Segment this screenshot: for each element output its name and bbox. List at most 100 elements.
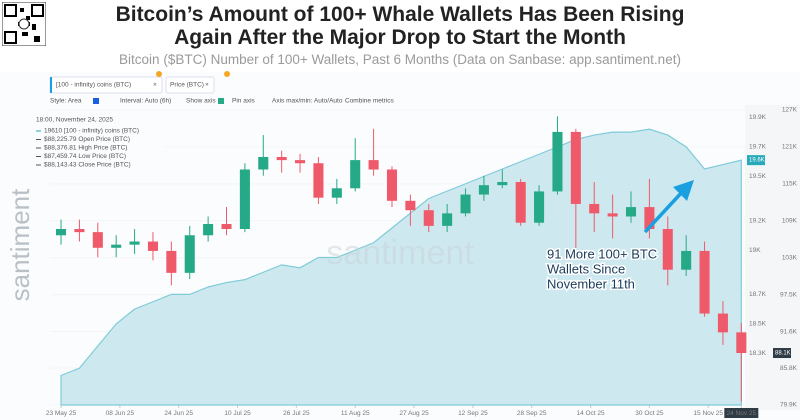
last-value-label: 88.1K [775,351,791,357]
tooltip [30,113,165,177]
candle-body [717,313,728,333]
candle-body [350,160,361,189]
y2-tick-label: 18.3K [749,350,767,357]
y-tick-label: 97.5K [780,291,798,298]
candle-body [129,241,140,245]
candle-body [405,200,416,211]
qr-code [2,2,46,46]
candle-body [368,160,379,170]
candle-body [111,244,122,248]
title-line: Again After the Major Drop to Start the … [174,26,626,49]
candle-body [644,207,655,230]
y2-tick-label: 18.5K [749,321,767,328]
pin-axis[interactable]: Pin axis [232,98,256,105]
x-tick-label: 30 Oct 25 [635,410,664,417]
x-tick-label: 14 Oct 25 [576,410,605,417]
candle-body [534,191,545,223]
x-tick-label: 08 Jun 25 [106,410,135,417]
tooltip-row: 19610 [100 - infinity) coins (BTC) [44,128,139,135]
candle-body [699,250,710,314]
arrow-head [673,180,694,201]
x-tick-label: 24 Nov 25 [727,410,757,417]
annotation: 91 More 100+ BTC [547,246,657,261]
candle-body [313,163,324,198]
y-tick-label: 103K [782,255,798,262]
chip-close[interactable]: × [153,82,157,89]
y-tick-label: 91.6K [780,328,798,335]
tooltip-row: $87,459.74 Low Price (BTC) [44,153,126,160]
candle-body [295,160,306,164]
tooltip-row: $88,143.43 Close Price (BTC) [44,162,131,169]
candle-body [681,250,692,270]
style-setting[interactable]: Style: Area [50,98,82,105]
candle-body [460,194,471,214]
x-tick-label: 15 Nov 25 [693,410,723,417]
candle-body [74,229,85,233]
candle-body [221,223,232,230]
x-tick-label: 11 Aug 25 [341,410,370,417]
x-tick-label: 26 Jul 25 [283,410,310,417]
x-tick-label: 27 Aug 25 [399,410,429,417]
y2-tick-label: 19.2K [749,217,767,224]
y-tick-label: 127K [782,107,798,114]
candle-body [607,213,618,217]
combine-metrics[interactable]: Combine metrics [345,98,395,105]
tooltip-rows: 19610 [100 - infinity) coins (BTC)$88,22… [36,128,139,169]
x-tick-label: 23 May 25 [46,410,77,417]
tooltip-row: $88,376.81 High Price (BTC) [44,145,127,152]
candle-body [239,169,250,230]
checkbox[interactable] [218,98,224,104]
candle-body [331,188,342,198]
metric-name: Price (BTC) [170,82,204,89]
y-tick-label: 109K [782,218,798,225]
tooltip-time: 18:00, November 24, 2025 [36,117,113,124]
candle-body [56,229,67,236]
title-line: Bitcoin’s Amount of 100+ Whale Wallets H… [115,3,685,26]
annotation-arrow [643,188,686,234]
candle-body [276,156,287,161]
candle-body [736,332,747,354]
candle-body [552,131,563,192]
last-value-label: 19.6K [749,158,765,164]
color-swatch[interactable] [93,98,99,104]
interval-setting[interactable]: Interval: Auto (6h) [120,98,171,105]
annotation: Wallets Since [547,261,625,276]
y2-tick-label: 19K [749,247,761,254]
x-tick-label: 28 Sep 25 [517,410,547,417]
chip-badge [224,71,230,77]
show-axis[interactable]: Show axis [186,98,216,105]
y2-tick-label: 19.5K [749,173,767,180]
last-value-badge [747,155,765,166]
x-tick-label: 12 Sep 25 [458,410,488,417]
watermark-side: santiment [5,188,35,301]
x-tick-label: 24 Jun 25 [164,410,193,417]
candle-body [386,169,398,201]
chip-close[interactable]: × [205,82,209,89]
y2-tick-label: 19.7K [749,144,767,151]
candle-body [497,182,508,186]
annotation: November 11th [547,276,635,291]
candle-body [423,210,434,226]
last-value-badge [773,348,791,359]
axis-range[interactable]: Axis max/min: Auto/Auto [272,98,343,105]
candle-body [662,229,673,270]
header: Bitcoin’s Amount of 100+ Whale Wallets H… [0,0,800,72]
y-tick-label: 85.8K [780,365,798,372]
candle-body [570,131,581,204]
candle-body [166,250,177,273]
y2-tick-label: 18.7K [749,291,767,298]
y2-tick-label: 19.9K [749,114,767,121]
candle-body [184,235,195,273]
candle-body [515,182,526,223]
candle-body [625,207,637,217]
metric-chip[interactable] [165,76,215,94]
watermark: santiment [326,234,474,272]
candle-body [442,213,453,226]
metric-name: [100 - infinity) coins (BTC) [56,82,131,89]
y-tick-label: 79.9K [780,402,798,409]
plot: 127K 121K 115K 109K 103K 97.5K 91.6K 85.8K 79.9K… [46,105,800,418]
chip-accent [50,77,52,93]
x-tick-highlight [724,408,759,418]
